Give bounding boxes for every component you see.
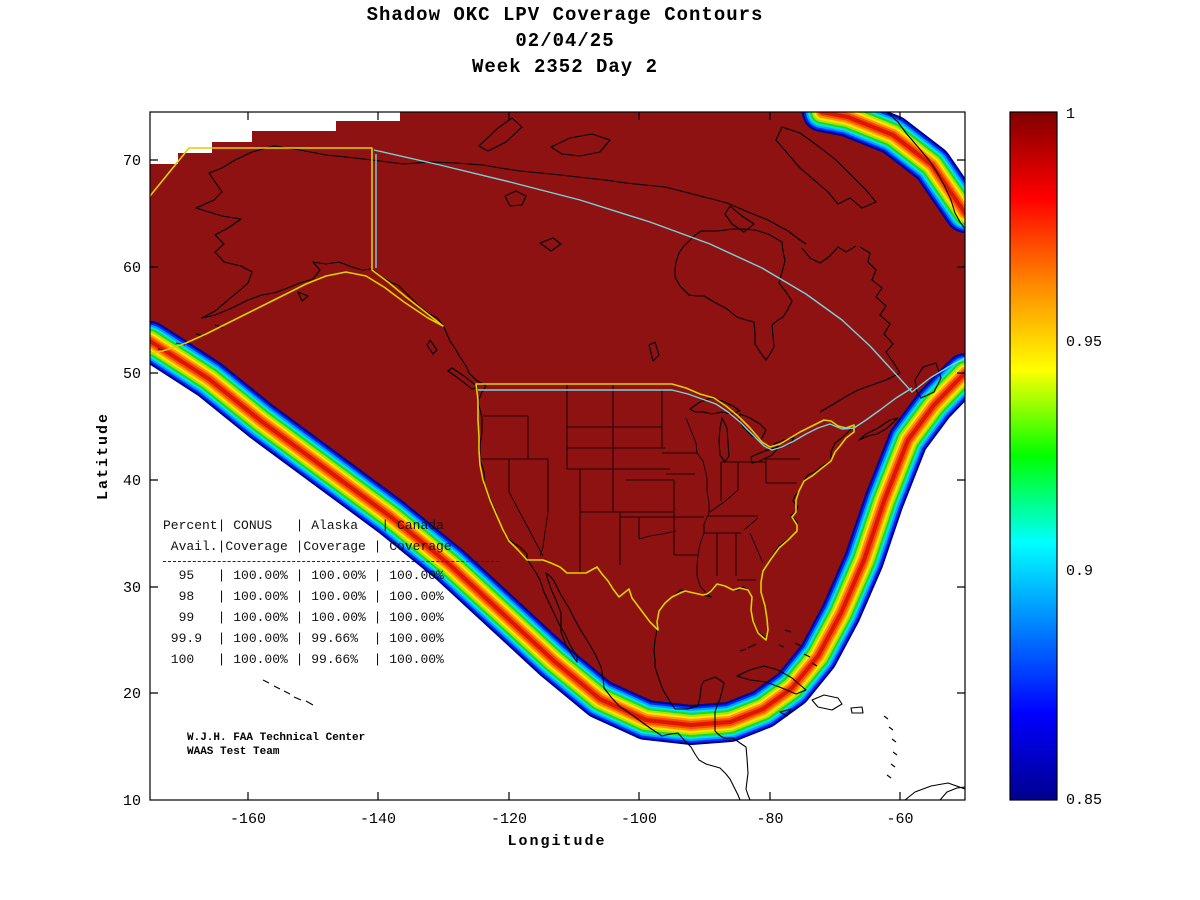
table-row: 99.9 | 100.00% | 99.66% | 100.00%: [163, 631, 444, 646]
cuba: [736, 665, 807, 695]
svg-text:70: 70: [123, 153, 141, 170]
svg-text:20: 20: [123, 686, 141, 703]
lake-superior: [689, 397, 741, 415]
availability-table: Percent| CONUS | Alaska | Canada Avail.|…: [163, 515, 499, 670]
table-row: 98 | 100.00% | 100.00% | 100.00%: [163, 589, 444, 604]
bahamas: [739, 629, 818, 667]
canada-region-diagonal: [373, 149, 965, 393]
nova-scotia: [858, 417, 899, 441]
contour-band: [150, 339, 965, 727]
colorbar: 1 0.95 0.9 0.85: [1009, 106, 1102, 809]
credit-line-2: WAAS Test Team: [187, 746, 280, 758]
great-slave-lake: [539, 237, 562, 252]
canada-region-outlines: [373, 149, 965, 451]
newfoundland: [914, 362, 942, 399]
great-bear-lake: [504, 190, 527, 207]
colorbar-gradient: [1009, 111, 1058, 801]
labrador-coast: [859, 246, 901, 374]
table-row: 95 | 100.00% | 100.00% | 100.00%: [163, 568, 444, 583]
axis-ticks: [150, 112, 965, 800]
colorbar-label-095: 0.95: [1066, 334, 1102, 351]
south-america-coast: [904, 782, 965, 800]
colorbar-label-1: 1: [1066, 106, 1075, 123]
colorbar-label-09: 0.9: [1066, 563, 1093, 580]
contour-band: [820, 112, 965, 215]
banks-island: [478, 117, 523, 152]
hudson-bay: [674, 228, 793, 361]
coverage-region-outlines: [150, 147, 855, 641]
alaska-region-outline: [150, 147, 444, 355]
arctic-coast: [371, 159, 807, 245]
conus-region-outline: [475, 383, 855, 641]
figure-title: Shadow OKC LPV Coverage Contours 02/04/2…: [0, 2, 1130, 80]
svg-text:-100: -100: [621, 811, 657, 828]
aleutian-islands: [157, 291, 309, 352]
title-line-1: Shadow OKC LPV Coverage Contours: [366, 4, 764, 26]
state-borders: [480, 384, 800, 595]
canada-conus-border-line: [478, 387, 913, 451]
svg-text:-160: -160: [230, 811, 266, 828]
table-header-1: Percent| CONUS | Alaska | Canada: [163, 518, 444, 533]
credit-line-1: W.J.H. FAA Technical Center: [187, 732, 366, 744]
queen-charlotte-island: [426, 339, 438, 355]
puerto-rico: [850, 706, 864, 714]
contour-fringe-bands: [150, 112, 965, 745]
lesser-antilles: [883, 715, 898, 779]
table-row: 100 | 100.00% | 99.66% | 100.00%: [163, 652, 444, 667]
svg-text:-120: -120: [491, 811, 527, 828]
table-header-2: Avail.|Coverage |Coverage | Coverage: [163, 539, 452, 554]
no-coverage-steps: [150, 112, 400, 164]
plot-frame: [149, 111, 966, 801]
coastlines: [157, 112, 965, 800]
svg-text:10: 10: [123, 793, 141, 810]
x-tick-labels: -160 -140 -120 -100 -80 -60: [230, 811, 914, 828]
svg-text:60: 60: [123, 260, 141, 277]
svg-text:-60: -60: [886, 811, 913, 828]
title-line-3: Week 2352 Day 2: [471, 56, 659, 78]
west-coast: [442, 324, 741, 800]
lake-erie: [750, 446, 780, 464]
gulf-atlantic-coast: [653, 428, 852, 800]
greenland-coast: [886, 112, 965, 230]
hispaniola: [811, 694, 843, 711]
lake-winnipeg: [648, 341, 660, 362]
title-line-2: 02/04/25: [515, 30, 615, 52]
jamaica: [779, 708, 792, 717]
hawaii-islands: [262, 679, 314, 706]
victoria-island: [550, 133, 611, 157]
credit-text: W.J.H. FAA Technical Center WAAS Test Te…: [187, 731, 365, 759]
svg-text:-140: -140: [360, 811, 396, 828]
coverage-fill-region: [150, 112, 965, 725]
x-axis-label: Longitude: [507, 833, 606, 850]
y-tick-labels: 70 60 50 40 30 20 10: [123, 153, 141, 810]
baffin-island: [775, 126, 877, 209]
svg-text:40: 40: [123, 473, 141, 490]
vancouver-island: [447, 367, 479, 390]
svg-text:-80: -80: [756, 811, 783, 828]
ungava-coast: [801, 245, 857, 264]
table-divider: [163, 561, 499, 562]
st-lawrence: [819, 372, 901, 413]
svg-text:30: 30: [123, 580, 141, 597]
y-axis-label: Latitude: [95, 412, 112, 500]
southampton-island: [724, 205, 755, 233]
svg-text:50: 50: [123, 366, 141, 383]
table-row: 99 | 100.00% | 100.00% | 100.00%: [163, 610, 444, 625]
colorbar-label-085: 0.85: [1066, 792, 1102, 809]
